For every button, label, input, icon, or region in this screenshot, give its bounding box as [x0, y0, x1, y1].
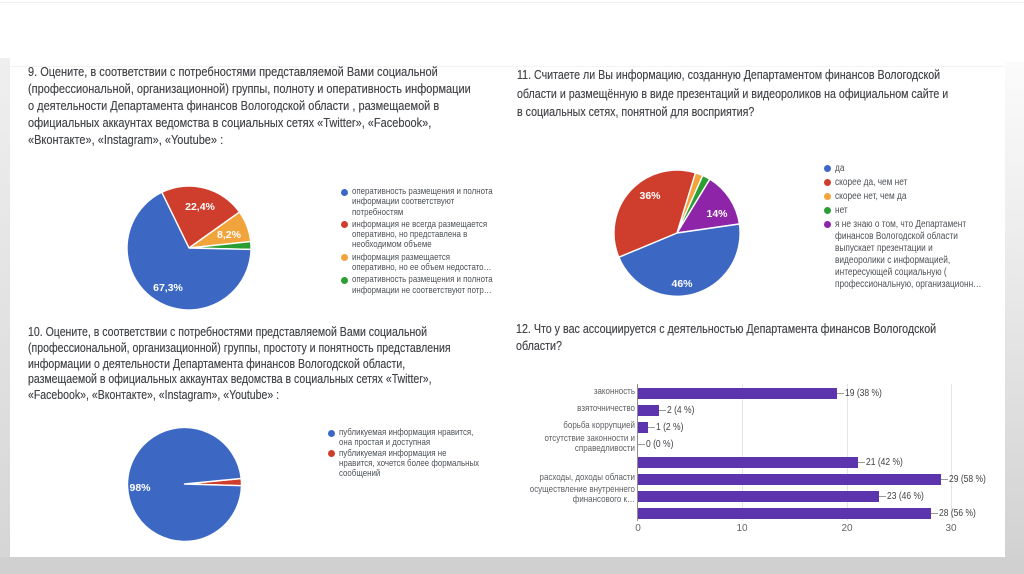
svg-text:14%: 14% — [706, 208, 728, 220]
svg-text:36%: 36% — [639, 190, 661, 202]
svg-text:67,3%: 67,3% — [153, 282, 183, 294]
svg-text:46%: 46% — [671, 278, 693, 290]
svg-text:98%: 98% — [129, 482, 151, 494]
svg-text:8,2%: 8,2% — [217, 229, 242, 241]
svg-text:22,4%: 22,4% — [185, 201, 215, 213]
